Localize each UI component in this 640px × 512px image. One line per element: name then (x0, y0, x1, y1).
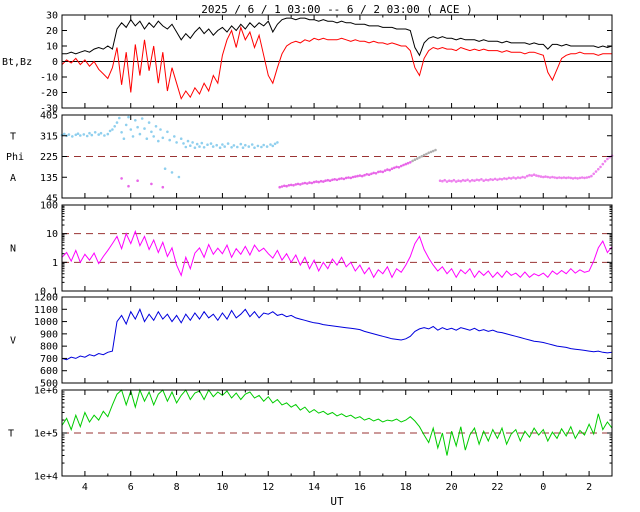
temperature-axis-label: T (8, 429, 14, 440)
density-axis-label: N (10, 243, 16, 254)
bt-bz-ytick-label: 0 (52, 57, 58, 68)
series-Bt (62, 17, 613, 57)
bt-bz-ytick-label: -30 (40, 104, 58, 115)
speed-axis-label: V (10, 336, 16, 347)
xtick-label: 2 (586, 482, 592, 493)
temperature-frame (61, 389, 613, 477)
temperature-ytick-label: 1e+4 (34, 472, 58, 483)
phi-ytick-label: 135 (40, 173, 58, 184)
series-N (61, 229, 613, 279)
speed-ytick-label: 600 (40, 366, 58, 377)
phi-ytick-label: 45 (46, 194, 58, 205)
series-phi-late (438, 154, 614, 183)
series-V (61, 308, 613, 361)
bt-bz-axis-label: Bt,Bz (2, 57, 32, 68)
xtick-label: 8 (174, 482, 180, 493)
series-T (61, 388, 613, 456)
bt-bz-ytick-label: 20 (46, 26, 58, 37)
bt-bz-ytick-label: 30 (46, 11, 58, 22)
x-axis-label: UT (330, 495, 344, 508)
phi-axis-label: A (10, 173, 16, 184)
xtick-label: 10 (216, 482, 228, 493)
plot-title: 2025 / 6 / 1 03:00 -- 6 / 2 03:00 ( ACE … (201, 3, 473, 16)
speed-ytick-label: 900 (40, 329, 58, 340)
density-frame (61, 204, 613, 292)
bt-bz-ytick-label: -10 (40, 73, 58, 84)
series-phi-transition (411, 148, 437, 163)
density-ytick-label: 10 (46, 229, 58, 240)
temperature-ytick-label: 1e+5 (34, 429, 58, 440)
density-ytick-label: 100 (40, 201, 58, 212)
series-phi-rising (120, 161, 412, 189)
xtick-label: 6 (128, 482, 134, 493)
speed-ytick-label: 1100 (34, 305, 58, 316)
series-phi-early (60, 115, 279, 179)
phi-ytick-label: 315 (40, 131, 58, 142)
bt-bz-ytick-label: -20 (40, 88, 58, 99)
xtick-label: 20 (446, 482, 458, 493)
phi-ytick-label: 225 (40, 152, 58, 163)
phi-axis-label: T (10, 131, 16, 142)
xtick-label: 14 (308, 482, 320, 493)
speed-ytick-label: 1000 (34, 317, 58, 328)
temperature-ytick-label: 1e+6 (34, 386, 58, 397)
xtick-label: 18 (400, 482, 412, 493)
speed-ytick-label: 800 (40, 342, 58, 353)
density-ytick-label: 0.1 (40, 287, 58, 298)
phi-ytick-label: 405 (40, 111, 58, 122)
speed-ytick-label: 1200 (34, 293, 58, 304)
speed-ytick-label: 500 (40, 379, 58, 390)
bt-bz-ytick-label: 10 (46, 42, 58, 53)
density-ytick-label: 1 (52, 258, 58, 269)
series-Bz (61, 25, 612, 100)
phi-axis-label: Phi (6, 152, 24, 163)
xtick-label: 0 (540, 482, 546, 493)
xtick-label: 16 (354, 482, 366, 493)
speed-ytick-label: 700 (40, 354, 58, 365)
xtick-label: 22 (491, 482, 503, 493)
xtick-label: 12 (262, 482, 274, 493)
xtick-label: 4 (82, 482, 88, 493)
